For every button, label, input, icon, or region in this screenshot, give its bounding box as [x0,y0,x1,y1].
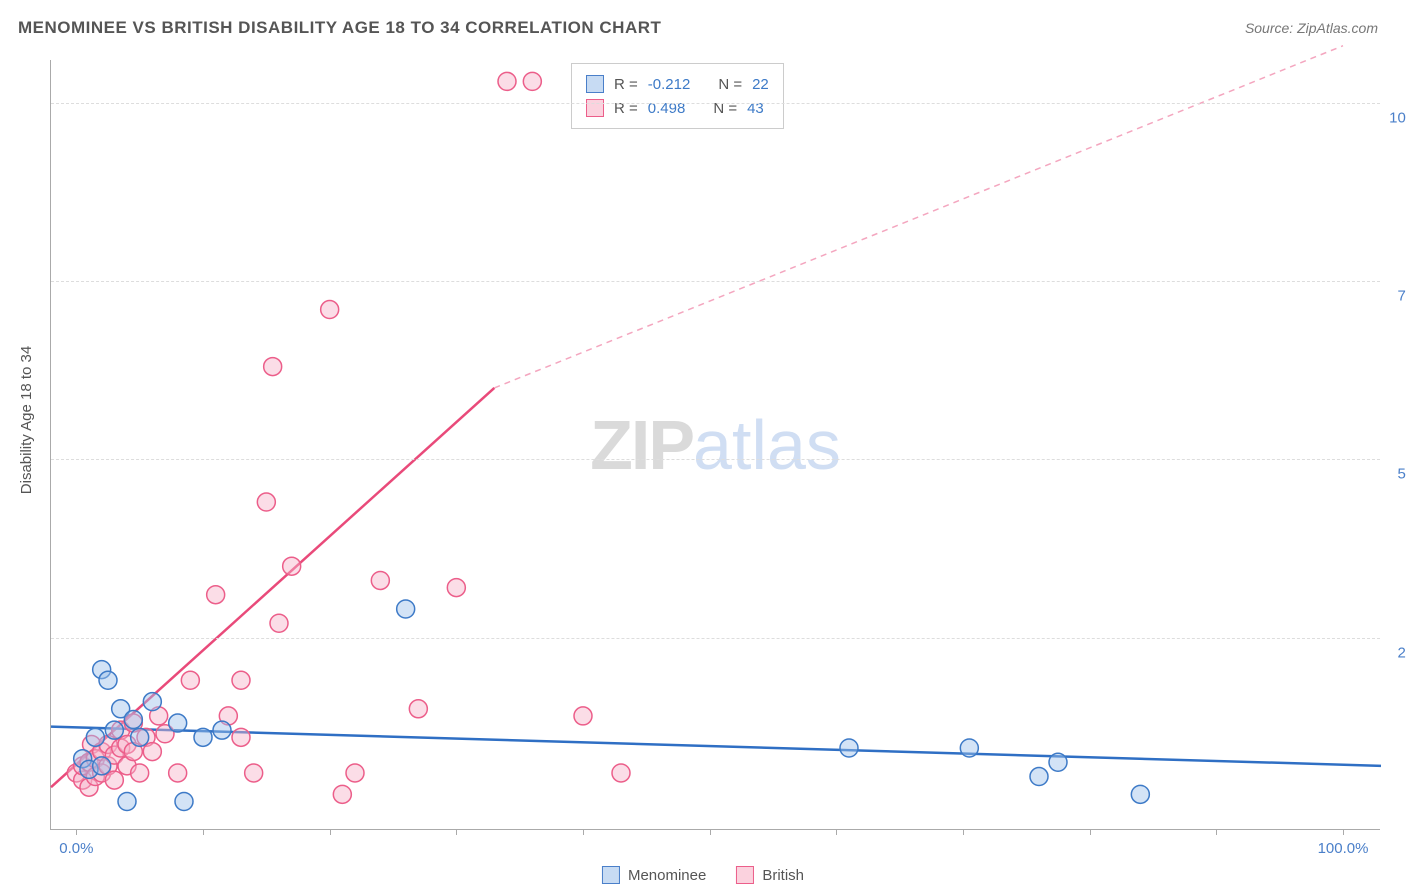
gridline [51,281,1380,282]
y-tick-label: 75.0% [1385,288,1406,305]
gridline [51,103,1380,104]
x-tick [583,829,584,835]
x-tick [1090,829,1091,835]
point-menominee [175,792,193,810]
x-tick [836,829,837,835]
point-menominee [1030,768,1048,786]
point-menominee [131,728,149,746]
point-menominee [143,693,161,711]
legend-item-british: British [736,866,804,884]
legend-swatch-british [586,99,604,117]
point-british [574,707,592,725]
point-menominee [194,728,212,746]
point-british [612,764,630,782]
point-menominee [86,728,104,746]
point-british [264,358,282,376]
x-tick [203,829,204,835]
point-british [105,771,123,789]
legend-swatch-menominee [602,866,620,884]
source-attribution: Source: ZipAtlas.com [1245,20,1378,36]
x-tick [1343,829,1344,835]
legend-swatch-british [736,866,754,884]
stat-label: R = [614,76,638,93]
gridline [51,638,1380,639]
point-british [232,671,250,689]
x-tick [963,829,964,835]
point-menominee [960,739,978,757]
point-british [143,743,161,761]
point-british [181,671,199,689]
point-menominee [124,710,142,728]
y-tick-label: 50.0% [1385,466,1406,483]
point-british [409,700,427,718]
point-british [447,579,465,597]
stats-legend: R = -0.212 N = 22 R = 0.498 N = 43 [571,63,784,129]
point-menominee [169,714,187,732]
stat-r-value: -0.212 [648,76,691,93]
point-menominee [93,757,111,775]
point-british [333,785,351,803]
y-tick-label: 100.0% [1385,109,1406,126]
point-british [207,586,225,604]
y-tick-label: 25.0% [1385,644,1406,661]
point-british [245,764,263,782]
gridline [51,459,1380,460]
legend-swatch-menominee [586,75,604,93]
y-axis-label: Disability Age 18 to 34 [18,346,35,494]
point-menominee [213,721,231,739]
point-british [371,571,389,589]
x-tick [330,829,331,835]
point-british [232,728,250,746]
point-british [498,72,516,90]
point-menominee [1131,785,1149,803]
stats-legend-row: R = 0.498 N = 43 [586,96,769,120]
point-british [321,301,339,319]
x-tick [456,829,457,835]
point-menominee [1049,753,1067,771]
series-legend: Menominee British [602,866,804,884]
point-british [270,614,288,632]
point-british [131,764,149,782]
point-british [523,72,541,90]
legend-label: British [762,867,804,884]
point-menominee [840,739,858,757]
chart-title: MENOMINEE VS BRITISH DISABILITY AGE 18 T… [18,18,661,38]
point-british [257,493,275,511]
x-tick-label: 100.0% [1318,840,1369,857]
point-menominee [397,600,415,618]
x-tick [76,829,77,835]
x-tick [1216,829,1217,835]
stats-legend-row: R = -0.212 N = 22 [586,72,769,96]
point-menominee [118,792,136,810]
chart-svg [51,60,1380,829]
point-menominee [99,671,117,689]
point-menominee [105,721,123,739]
plot-area: R = -0.212 N = 22 R = 0.498 N = 43 ZIPat… [50,60,1380,830]
x-tick-label: 0.0% [59,840,93,857]
legend-item-menominee: Menominee [602,866,706,884]
x-tick [710,829,711,835]
stat-label: N = [718,76,742,93]
point-british [169,764,187,782]
trendline-menominee [51,727,1381,766]
legend-label: Menominee [628,867,706,884]
stat-n-value: 22 [752,76,769,93]
point-british [283,557,301,575]
point-british [346,764,364,782]
